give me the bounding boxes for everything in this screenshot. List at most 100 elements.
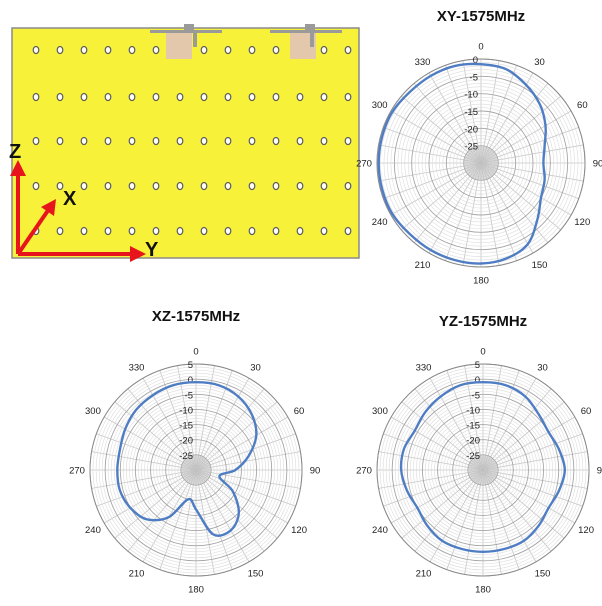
via-hole (177, 138, 183, 145)
via-hole (225, 138, 231, 145)
via-hole (273, 228, 279, 235)
theta-tick-label: 180 (475, 585, 491, 596)
via-hole (81, 47, 87, 54)
antenna-pad-left (166, 33, 192, 59)
polar-plot-xy: 0-5-10-15-20-250306090120150180210240270… (347, 29, 602, 297)
via-hole (321, 94, 327, 101)
r-tick-label: 0 (188, 375, 193, 386)
via-hole (321, 138, 327, 145)
stub-left (193, 33, 197, 47)
theta-tick-label: 300 (372, 406, 388, 417)
chart-title-yz: YZ-1575MHz (403, 313, 563, 330)
via-hole (81, 138, 87, 145)
theta-tick-label: 30 (537, 362, 548, 373)
via-hole (129, 47, 135, 54)
polar-plot-xz: 50-5-10-15-20-25030609012015018021024027… (60, 334, 332, 606)
via-hole (81, 94, 87, 101)
via-hole (153, 94, 159, 101)
theta-tick-label: 60 (577, 100, 588, 111)
via-hole (105, 228, 111, 235)
via-hole (273, 47, 279, 54)
theta-tick-label: 90 (310, 466, 321, 477)
via-hole (177, 94, 183, 101)
via-hole (201, 183, 207, 190)
via-hole (273, 183, 279, 190)
r-tick-label: 0 (475, 375, 480, 386)
r-tick-label: -25 (464, 142, 478, 153)
r-tick-label: -20 (179, 436, 193, 447)
theta-tick-label: 240 (372, 525, 388, 536)
via-hole (177, 183, 183, 190)
theta-tick-label: 30 (534, 57, 545, 68)
via-hole (273, 94, 279, 101)
theta-tick-label: 90 (593, 159, 602, 170)
theta-tick-label: 0 (478, 42, 483, 53)
r-tick-label: -15 (464, 107, 478, 118)
via-hole (225, 47, 231, 54)
r-tick-label: -10 (466, 405, 480, 416)
theta-tick-label: 330 (415, 57, 431, 68)
polar-plot-yz: 50-5-10-15-20-25030609012015018021024027… (347, 334, 602, 606)
via-hole (201, 94, 207, 101)
via-hole (201, 138, 207, 145)
via-hole (81, 228, 87, 235)
theta-tick-label: 30 (250, 362, 261, 373)
via-hole (57, 228, 63, 235)
via-hole (105, 94, 111, 101)
via-hole (297, 94, 303, 101)
theta-tick-label: 60 (294, 406, 305, 417)
via-hole (321, 228, 327, 235)
theta-tick-label: 300 (85, 406, 101, 417)
theta-tick-label: 270 (69, 466, 85, 477)
via-hole (297, 228, 303, 235)
polar-grid (90, 364, 302, 576)
via-hole (105, 47, 111, 54)
via-hole (153, 183, 159, 190)
theta-tick-label: 150 (532, 260, 548, 271)
via-hole (57, 47, 63, 54)
via-hole (249, 138, 255, 145)
r-tick-label: -25 (466, 451, 480, 462)
via-hole (297, 138, 303, 145)
theta-tick-label: 150 (535, 569, 551, 580)
via-hole (249, 183, 255, 190)
theta-tick-label: 240 (372, 217, 388, 228)
theta-tick-label: 120 (574, 217, 590, 228)
theta-tick-label: 300 (372, 100, 388, 111)
theta-tick-label: 0 (193, 347, 198, 358)
r-tick-label: 5 (188, 360, 193, 371)
r-tick-label: -10 (179, 405, 193, 416)
theta-tick-label: 90 (597, 466, 602, 477)
via-hole (129, 94, 135, 101)
via-hole (57, 94, 63, 101)
via-hole (153, 47, 159, 54)
theta-tick-label: 180 (473, 276, 489, 287)
via-hole (273, 138, 279, 145)
via-hole (225, 183, 231, 190)
via-hole (33, 47, 39, 54)
r-tick-label: -15 (466, 421, 480, 432)
r-tick-label: -5 (472, 390, 480, 401)
connector-right (305, 24, 315, 32)
r-tick-label: 5 (475, 360, 480, 371)
pcb-board (12, 24, 359, 258)
via-hole (129, 183, 135, 190)
via-hole (33, 94, 39, 101)
via-hole (321, 47, 327, 54)
antenna-board-figure: Z X Y (0, 0, 380, 280)
via-hole (81, 183, 87, 190)
theta-tick-label: 210 (416, 569, 432, 580)
via-hole (297, 183, 303, 190)
chart-title-xz: XZ-1575MHz (116, 308, 276, 325)
theta-tick-label: 240 (85, 525, 101, 536)
r-tick-label: -5 (185, 390, 193, 401)
via-hole (105, 183, 111, 190)
via-hole (33, 138, 39, 145)
stub-right (310, 33, 314, 47)
via-hole (153, 228, 159, 235)
theta-tick-label: 270 (356, 466, 372, 477)
theta-tick-label: 0 (480, 347, 485, 358)
y-axis-label: Y (145, 239, 159, 261)
theta-tick-label: 330 (129, 362, 145, 373)
x-axis-label: X (63, 188, 77, 210)
